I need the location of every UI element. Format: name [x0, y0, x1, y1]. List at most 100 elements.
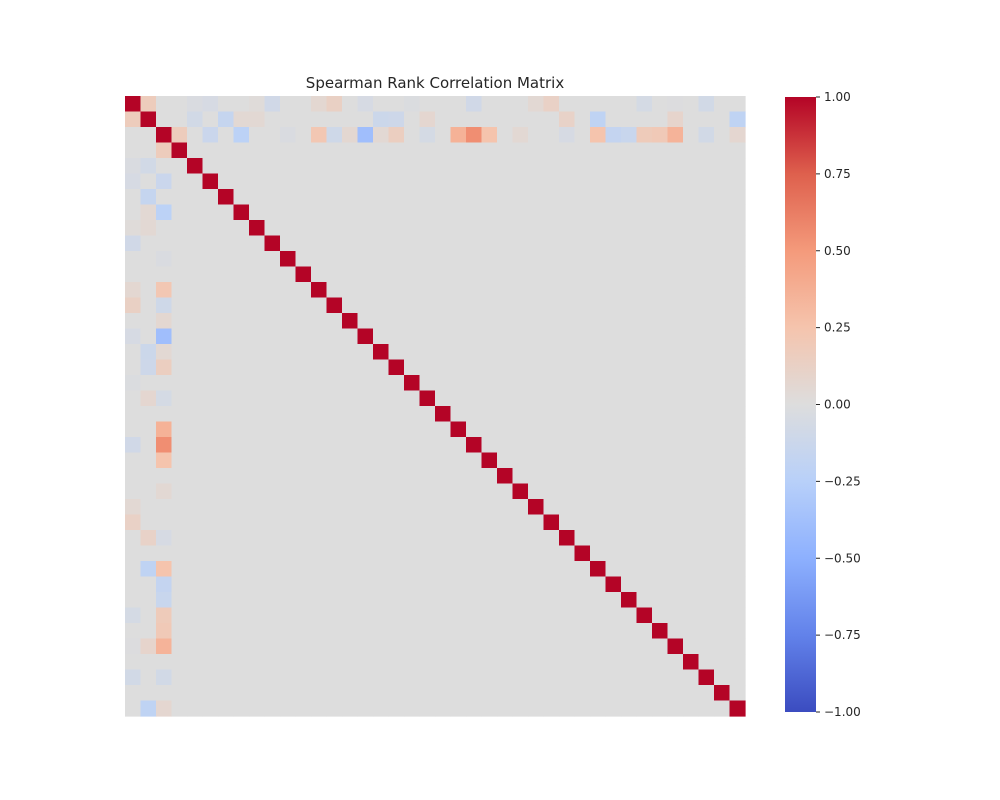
- heatmap-cell: [202, 623, 219, 640]
- heatmap-cell: [140, 266, 157, 283]
- heatmap-cell: [450, 375, 467, 392]
- heatmap-cell: [497, 669, 514, 686]
- heatmap-cell: [311, 204, 328, 221]
- heatmap-cell: [729, 406, 746, 423]
- heatmap-cell: [233, 251, 250, 268]
- heatmap-cell: [295, 96, 312, 113]
- heatmap-cell: [698, 468, 715, 485]
- heatmap-cell: [404, 158, 421, 175]
- heatmap-cell: [512, 313, 529, 330]
- heatmap-cell: [497, 421, 514, 438]
- heatmap-cell: [605, 359, 622, 376]
- heatmap-cell: [156, 607, 173, 624]
- heatmap-cell: [171, 251, 188, 268]
- heatmap-cell: [543, 251, 560, 268]
- heatmap-cell: [528, 561, 545, 578]
- heatmap-cell: [388, 142, 405, 159]
- heatmap-cell: [171, 545, 188, 562]
- heatmap-cell: [652, 607, 669, 624]
- heatmap-cell: [249, 127, 266, 144]
- heatmap-cell: [280, 204, 297, 221]
- heatmap-cell: [481, 669, 498, 686]
- heatmap-cell: [404, 142, 421, 159]
- heatmap-cell: [156, 654, 173, 671]
- heatmap-cell: [249, 499, 266, 516]
- heatmap-cell: [404, 282, 421, 299]
- heatmap-cell: [187, 282, 204, 299]
- heatmap-cell: [311, 127, 328, 144]
- heatmap-cell: [698, 328, 715, 345]
- heatmap-cell: [125, 375, 142, 392]
- heatmap-cell: [280, 96, 297, 113]
- heatmap-cell: [559, 499, 576, 516]
- heatmap-cell: [187, 437, 204, 454]
- heatmap-cell: [714, 545, 731, 562]
- heatmap-cell: [729, 669, 746, 686]
- heatmap-cell: [218, 483, 235, 500]
- heatmap-cell: [311, 654, 328, 671]
- heatmap-cell: [621, 499, 638, 516]
- heatmap-cell: [574, 96, 591, 113]
- heatmap-cell: [419, 328, 436, 345]
- heatmap-cell: [388, 421, 405, 438]
- heatmap-cell: [667, 483, 684, 500]
- heatmap-cell: [714, 452, 731, 469]
- heatmap-cell: [171, 514, 188, 531]
- heatmap-cell: [497, 530, 514, 547]
- heatmap-cell: [233, 499, 250, 516]
- heatmap-cell: [202, 328, 219, 345]
- heatmap-cell: [419, 235, 436, 252]
- heatmap-cell: [342, 313, 359, 330]
- heatmap-cell: [729, 561, 746, 578]
- heatmap-cell: [373, 638, 390, 655]
- heatmap-cell: [342, 282, 359, 299]
- heatmap-cell: [264, 235, 281, 252]
- heatmap-cell: [326, 592, 343, 609]
- heatmap-cell: [187, 127, 204, 144]
- heatmap-cell: [667, 499, 684, 516]
- heatmap-cell: [388, 204, 405, 221]
- heatmap-cell: [636, 390, 653, 407]
- heatmap-cell: [543, 514, 560, 531]
- heatmap-cell: [605, 654, 622, 671]
- heatmap-cell: [233, 189, 250, 206]
- heatmap-cell: [714, 437, 731, 454]
- heatmap-cell: [249, 654, 266, 671]
- heatmap-cell: [357, 514, 374, 531]
- heatmap-cell: [543, 359, 560, 376]
- heatmap-cell: [559, 669, 576, 686]
- heatmap-cell: [388, 654, 405, 671]
- heatmap-cell: [621, 344, 638, 361]
- heatmap-cell: [249, 220, 266, 237]
- heatmap-cell: [714, 328, 731, 345]
- heatmap-cell: [388, 189, 405, 206]
- heatmap-cell: [373, 406, 390, 423]
- heatmap-cell: [652, 468, 669, 485]
- heatmap-cell: [140, 142, 157, 159]
- heatmap-cell: [249, 282, 266, 299]
- heatmap-cell: [729, 344, 746, 361]
- heatmap-cell: [218, 235, 235, 252]
- heatmap-cell: [481, 545, 498, 562]
- heatmap-cell: [652, 700, 669, 717]
- heatmap-cell: [140, 220, 157, 237]
- heatmap-cell: [667, 545, 684, 562]
- heatmap-cell: [280, 576, 297, 593]
- heatmap-cell: [233, 328, 250, 345]
- heatmap-cell: [652, 685, 669, 702]
- heatmap-cell: [574, 204, 591, 221]
- heatmap-cell: [404, 623, 421, 640]
- heatmap-cell: [652, 545, 669, 562]
- heatmap-cell: [419, 282, 436, 299]
- heatmap-cell: [249, 344, 266, 361]
- heatmap-cell: [574, 344, 591, 361]
- heatmap-cell: [450, 158, 467, 175]
- heatmap-cell: [419, 189, 436, 206]
- heatmap-cell: [156, 576, 173, 593]
- heatmap-cell: [357, 530, 374, 547]
- heatmap-cell: [590, 220, 607, 237]
- heatmap-cell: [125, 173, 142, 190]
- heatmap-cell: [605, 561, 622, 578]
- heatmap-cell: [156, 514, 173, 531]
- heatmap-cell: [419, 685, 436, 702]
